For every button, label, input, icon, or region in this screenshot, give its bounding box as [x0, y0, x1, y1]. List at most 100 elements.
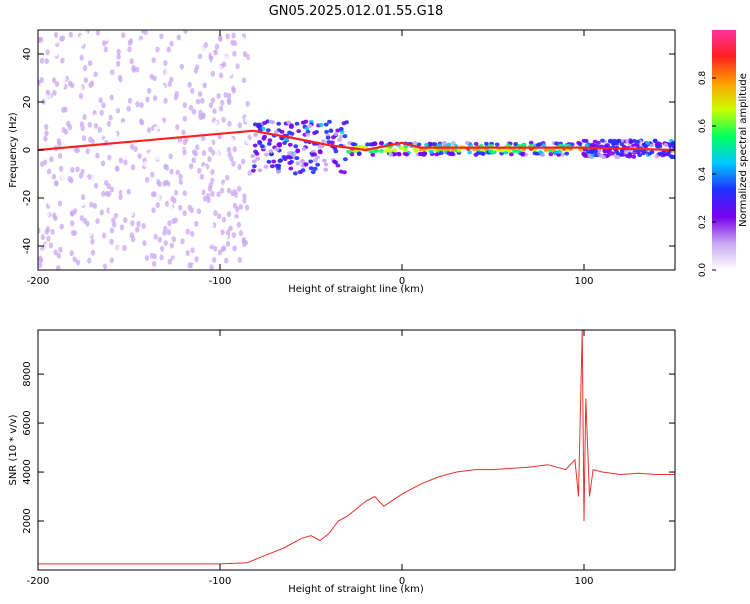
spectrogram-cell	[129, 143, 135, 150]
spectrogram-cell	[44, 263, 49, 269]
spectrogram-cell	[127, 97, 133, 104]
spectrogram-cell	[235, 63, 240, 70]
spectrogram-cell	[208, 240, 213, 246]
spectrogram-cell	[170, 195, 175, 202]
spectrogram-x-label: Height of straight line (km)	[288, 284, 424, 295]
spectrogram-cell	[207, 156, 212, 163]
spectrogram-cell	[251, 159, 257, 164]
spectrogram-cell	[265, 128, 271, 133]
spectrogram-cell	[61, 202, 66, 208]
spectrogram-cell	[121, 257, 126, 264]
spectrogram-cell	[147, 161, 153, 168]
spectrogram-cell	[75, 115, 80, 121]
spectrogram-cell	[106, 225, 111, 232]
spectrogram-cell	[273, 130, 279, 135]
spectrogram-cell	[169, 76, 174, 83]
spectrogram-cell	[190, 87, 195, 94]
spectrogram-cell	[312, 152, 317, 157]
spectrogram-cell	[151, 207, 156, 214]
spectrogram-cell	[182, 115, 187, 122]
spectrogram-cell	[257, 141, 263, 146]
spectrogram-cell	[289, 123, 294, 128]
spectrogram-cell	[191, 157, 196, 164]
spectrogram-cell	[145, 96, 150, 103]
spectrogram-cell	[133, 249, 139, 256]
spectrogram-cell	[267, 138, 273, 143]
spectrogram-cell	[44, 243, 49, 250]
spectrogram-cell	[176, 77, 181, 84]
spectrogram-cell	[223, 234, 229, 240]
spectrogram-cell	[164, 200, 170, 207]
spectrogram-cell	[121, 121, 127, 128]
spectrogram-cell	[475, 151, 481, 156]
spectrogram-cell	[326, 140, 332, 145]
spectrogram-cell	[331, 135, 336, 140]
spectrogram-cell	[50, 33, 55, 39]
spectrogram-cell	[184, 220, 189, 227]
spectrogram-cell	[286, 154, 291, 159]
spectrogram-cell	[294, 121, 300, 126]
spectrogram-cell	[230, 137, 235, 144]
y-tick-label: 8000	[22, 361, 33, 386]
spectrogram-cell	[303, 162, 309, 167]
spectrogram-cell	[53, 249, 58, 256]
spectrogram-cell	[209, 45, 214, 52]
spectrogram-cell	[279, 129, 285, 134]
spectrogram-cell	[392, 148, 398, 153]
spectrogram-cell	[211, 86, 217, 93]
spectrogram-cell	[168, 153, 173, 160]
spectrogram-cell	[330, 140, 335, 145]
spectrogram-cell	[178, 213, 183, 220]
snr-x-label: Height of straight line (km)	[288, 584, 424, 595]
spectrogram-cell	[581, 138, 587, 143]
spectrogram-cell	[218, 72, 224, 79]
spectrogram-cell	[155, 154, 161, 161]
spectrogram-cell	[186, 197, 191, 204]
spectrogram-cell	[150, 213, 155, 220]
spectrogram-cell	[81, 200, 86, 207]
spectrogram-cell	[176, 85, 181, 92]
spectrogram-cell	[249, 36, 254, 42]
spectrogram-cell	[130, 164, 136, 171]
spectrogram-cell	[295, 149, 301, 154]
spectrogram-cell	[150, 191, 156, 198]
spectrogram-cell	[183, 30, 188, 34]
spectrogram-cell	[111, 199, 117, 206]
spectrogram-cell	[142, 240, 147, 247]
spectrogram-cell	[226, 92, 232, 99]
spectrogram-cell	[512, 149, 517, 153]
spectrogram-cell	[276, 121, 282, 126]
spectrogram-cell	[83, 30, 88, 37]
spectrogram-cell	[245, 100, 250, 107]
spectrogram-cell	[135, 101, 140, 108]
spectrogram-cell	[224, 257, 229, 264]
spectrogram-cell	[130, 236, 136, 243]
spectrogram-cell	[169, 242, 174, 249]
spectrogram-cell	[110, 169, 115, 176]
spectrogram-cell	[548, 152, 554, 157]
spectrogram-cell	[208, 141, 213, 148]
spectrogram-cell	[111, 109, 117, 116]
spectrogram-cell	[70, 220, 75, 227]
spectrogram-cell	[90, 138, 96, 145]
spectrogram-cell	[146, 43, 151, 50]
spectrogram-cell	[159, 53, 164, 60]
spectrogram-cell	[168, 205, 174, 212]
spectrogram-cell	[232, 50, 237, 57]
spectrogram-cell	[52, 124, 57, 131]
spectrogram-cell	[209, 264, 214, 270]
spectrogram-cell	[150, 167, 156, 174]
spectrogram-cell	[147, 38, 153, 45]
spectrogram-cell	[57, 152, 63, 159]
spectrogram-cell	[321, 158, 327, 163]
spectrogram-cell	[241, 77, 247, 84]
spectrogram-cell	[610, 151, 615, 156]
spectrogram-cell	[247, 221, 252, 228]
spectrogram-cell	[159, 33, 164, 40]
spectrogram-cell	[118, 134, 124, 141]
spectrogram-cell	[75, 259, 81, 266]
spectrogram-cell	[213, 177, 219, 184]
spectrogram-cell	[208, 102, 214, 109]
spectrogram-cell	[217, 241, 222, 248]
